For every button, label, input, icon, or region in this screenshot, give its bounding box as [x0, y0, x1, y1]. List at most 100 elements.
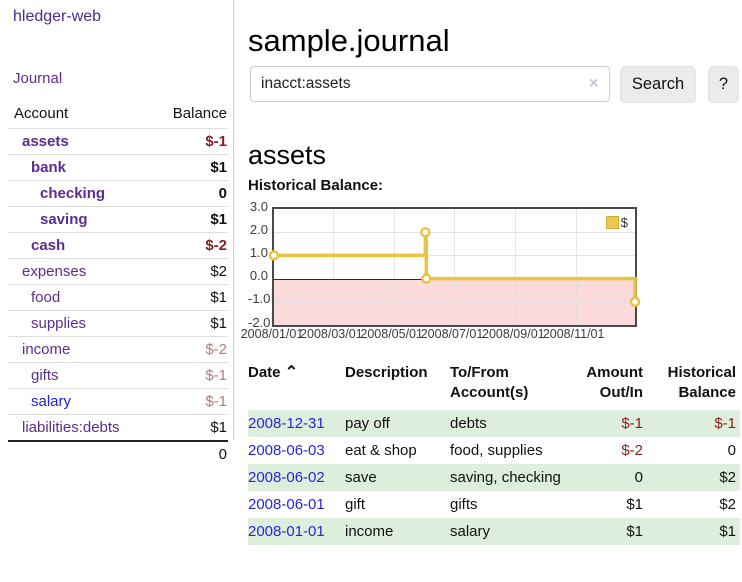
account-link[interactable]: supplies	[31, 315, 87, 332]
account-link[interactable]: bank	[31, 159, 67, 176]
balance-cell: $2	[647, 464, 740, 491]
data-point-marker	[421, 273, 432, 284]
sort-ascending-icon: ⌃	[284, 364, 299, 381]
y-tick-label: 2.0	[249, 221, 268, 237]
table-row: 2008-06-01 gift gifts $1 $2	[248, 491, 740, 518]
accounts-total-value: 0	[8, 440, 228, 467]
help-button[interactable]: ?	[708, 66, 739, 103]
accounts-cell: salary	[450, 518, 585, 545]
chart-plot-area: $	[268, 207, 641, 327]
search-button[interactable]: Search	[620, 66, 696, 103]
account-link[interactable]: cash	[31, 237, 66, 254]
x-tick-label: 2008/05/01	[360, 327, 423, 341]
sidebar-item-journal[interactable]: Journal	[13, 70, 63, 87]
column-header-description: Description	[345, 364, 428, 381]
y-tick-label: 1.0	[249, 244, 268, 260]
balance-cell: $2	[719, 496, 736, 513]
account-row: food $1	[8, 284, 228, 311]
account-row: gifts $-1	[8, 362, 228, 389]
account-balance: $1	[118, 206, 228, 233]
amount-cell: $1	[585, 518, 647, 545]
account-row: income $-2	[8, 336, 228, 363]
accounts-total-row: 0	[8, 440, 228, 467]
v-gridline	[454, 209, 455, 325]
description-cell: eat & shop	[345, 442, 417, 459]
date-link[interactable]: 2008-06-02	[248, 469, 325, 486]
account-link[interactable]: income	[22, 341, 71, 358]
date-link[interactable]: 2008-12-31	[248, 415, 325, 432]
x-tick-label: 2008/11/01	[542, 327, 605, 341]
y-tick-label: -2.0	[248, 314, 271, 330]
data-point-marker	[629, 296, 641, 308]
v-gridline	[333, 209, 335, 325]
account-link[interactable]: saving	[40, 211, 88, 228]
register-header-row: Date ⌃ Description To/From Account(s) Am…	[248, 362, 740, 410]
historical-balance-chart: $ 3.0 2.0 1.0 0.0 -1.0 -2.0 2008/01/01 2008/03/…	[241, 199, 688, 350]
account-link[interactable]: checking	[40, 185, 106, 202]
accounts-cell: saving, checking	[450, 464, 585, 491]
table-row: 2008-06-02 save saving, checking 0 $2	[248, 464, 740, 491]
account-link[interactable]: assets	[22, 133, 69, 150]
sidebar: hledger-web Journal Account Balance asse…	[0, 0, 234, 467]
amount-cell: $-2	[621, 442, 643, 459]
column-header-accounts: To/From Account(s)	[450, 364, 529, 401]
description-cell: save	[345, 464, 450, 491]
v-gridline	[575, 209, 577, 325]
amount-cell: 0	[585, 464, 647, 491]
account-balance: $-1	[118, 388, 228, 415]
account-link[interactable]: food	[31, 289, 61, 306]
account-balance: $-1	[118, 128, 228, 155]
x-tick-label: 2008/03/01	[300, 327, 363, 341]
accounts-header-balance: Balance	[172, 105, 227, 122]
account-balance: $1	[118, 414, 228, 441]
data-point-marker	[268, 250, 280, 261]
date-link[interactable]: 2008-01-01	[248, 523, 325, 540]
main-content: sample.journal × Search ? assets Histori…	[241, 0, 742, 582]
v-gridline	[515, 209, 517, 325]
search-input[interactable]	[250, 66, 610, 102]
accounts-cell: gifts	[450, 496, 478, 513]
table-row: 2008-01-01 income salary $1 $1	[248, 518, 740, 545]
accounts-cell: food, supplies	[450, 442, 543, 459]
account-balance: $1	[118, 284, 228, 311]
clear-search-icon[interactable]: ×	[589, 75, 599, 92]
register-body: 2008-12-31 pay off debts $-1 $-1 2008-06-03 ea…	[248, 410, 740, 545]
table-row: 2008-06-03 eat & shop food, supplies $-2 0	[248, 437, 740, 464]
description-cell: gift	[345, 496, 366, 513]
amount-cell: $-1	[585, 410, 647, 437]
account-row: saving $1	[8, 206, 228, 233]
balance-line-series	[268, 226, 641, 308]
account-row: bank $1	[8, 154, 228, 181]
balance-line	[274, 230, 637, 302]
accounts-tree: Account Balance assets $-1 bank $1 checking 0…	[8, 103, 228, 467]
page-title: sample.journal	[248, 22, 450, 58]
account-row: supplies $1	[8, 310, 228, 337]
account-row: liabilities:debts $1	[8, 414, 228, 441]
column-header-date[interactable]: Date ⌃	[248, 364, 299, 381]
balance-cell: 0	[727, 442, 736, 459]
account-row: checking 0	[8, 180, 228, 207]
account-row: assets $-1	[8, 128, 228, 155]
x-tick-label: 2008/01/01	[240, 327, 304, 341]
legend-swatch-icon	[605, 216, 619, 229]
account-balance: $-1	[118, 362, 228, 389]
description-cell: income	[345, 518, 450, 545]
date-link[interactable]: 2008-06-01	[248, 496, 325, 513]
x-tick-label: 2008/07/01	[420, 327, 484, 341]
account-balance: $2	[118, 258, 228, 285]
account-balance: $1	[118, 310, 228, 337]
table-row: 2008-12-31 pay off debts $-1 $-1	[248, 410, 740, 437]
account-link[interactable]: liabilities:debts	[22, 419, 120, 436]
account-row: salary $-1	[8, 388, 228, 415]
account-link[interactable]: expenses	[22, 263, 87, 280]
balance-cell: $1	[647, 518, 740, 545]
account-balance: $1	[118, 154, 228, 181]
legend-label: $	[620, 215, 628, 230]
account-balance: 0	[118, 180, 228, 207]
chart-legend: $	[605, 215, 628, 230]
date-link[interactable]: 2008-06-03	[248, 442, 325, 459]
account-link[interactable]: gifts	[31, 367, 59, 384]
app-logo-link[interactable]: hledger-web	[13, 8, 102, 25]
account-link[interactable]: salary	[31, 393, 72, 410]
register-table: Date ⌃ Description To/From Account(s) Am…	[248, 362, 740, 545]
